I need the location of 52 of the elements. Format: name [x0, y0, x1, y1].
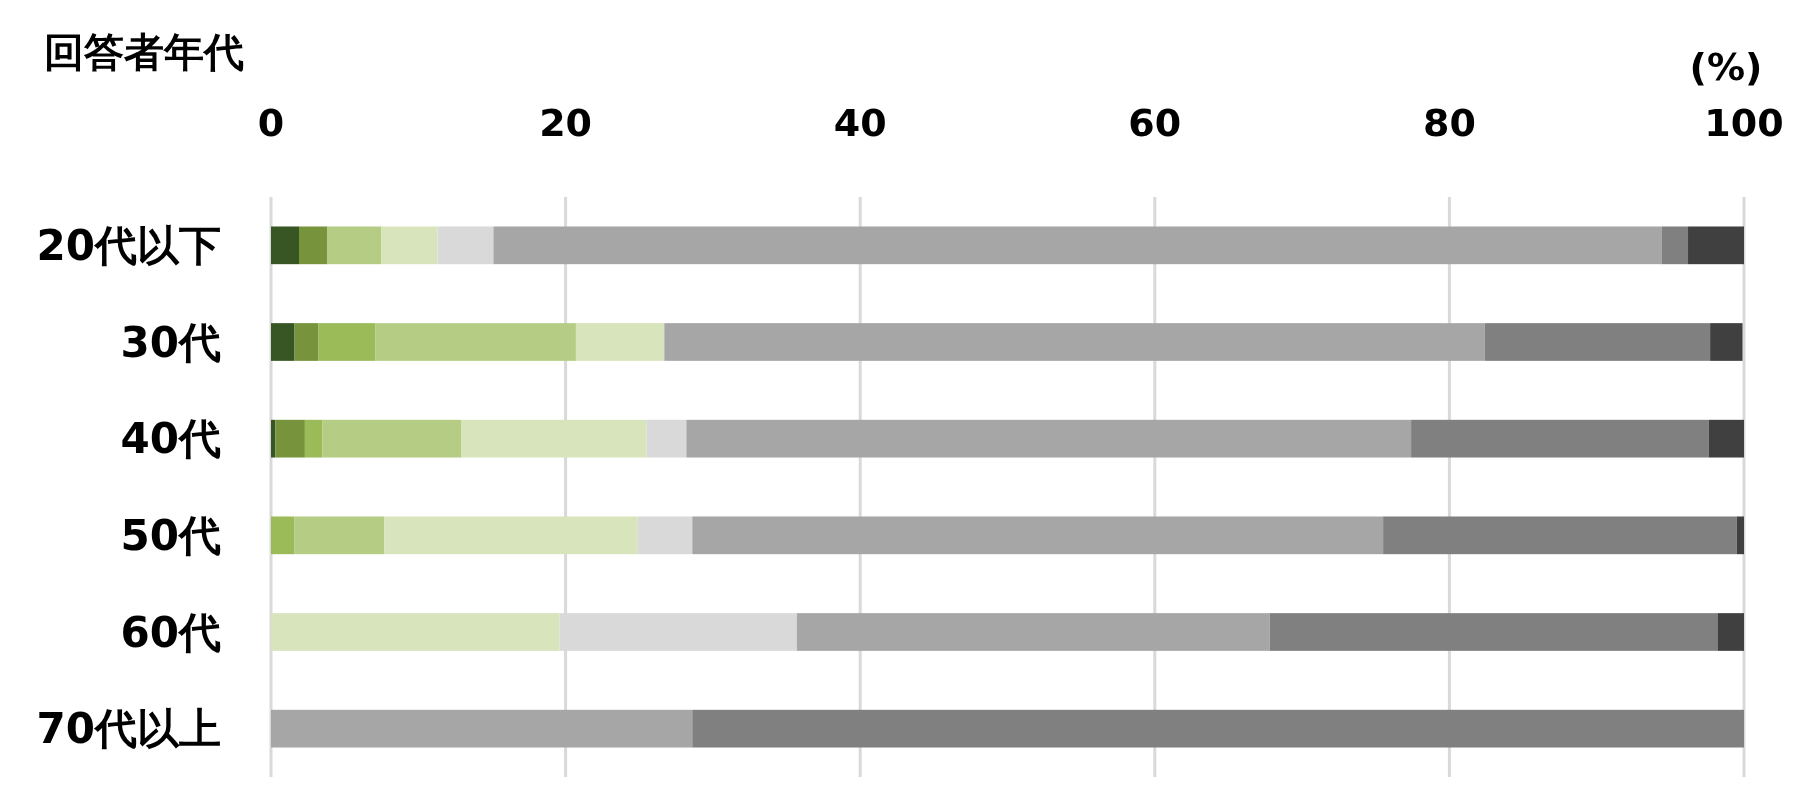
y-tick-label: 20代以下: [36, 220, 221, 270]
y-tick-label: 40代: [120, 414, 221, 464]
bar: [326, 226, 382, 265]
y-tick-label: 50代: [120, 510, 221, 560]
x-tick-label: 100: [1704, 101, 1784, 145]
bar: [461, 419, 647, 458]
x-tick-label: 0: [257, 101, 285, 145]
bar: [1411, 419, 1709, 458]
bar: [294, 323, 319, 361]
bar: [381, 226, 438, 265]
bar: [1661, 226, 1689, 265]
y-tick-label: 60代: [120, 607, 221, 657]
x-tick-label: 80: [1422, 101, 1476, 145]
bar: [384, 516, 638, 555]
bar: [1736, 516, 1745, 555]
y-tick-label: 70代以上: [36, 704, 221, 754]
bar: [271, 419, 276, 458]
bar: [271, 613, 560, 651]
x-tick-label: 40: [833, 101, 887, 145]
bar: [637, 516, 693, 555]
bar: [1717, 613, 1744, 651]
bar: [692, 709, 1744, 748]
bar: [646, 419, 687, 458]
bar: [575, 323, 665, 361]
bar: [294, 516, 385, 555]
bar: [1484, 323, 1711, 361]
bar: [275, 419, 305, 458]
bar: [1710, 323, 1743, 361]
bar: [686, 419, 1412, 458]
bar: [692, 516, 1384, 555]
y-tick-label: 30代: [120, 317, 221, 367]
bar: [271, 709, 693, 748]
y-axis-title: 回答者年代: [44, 29, 244, 75]
bar: [271, 516, 295, 555]
bar: [298, 226, 327, 265]
bar: [1269, 613, 1718, 651]
bar: [437, 226, 494, 265]
bar: [271, 226, 299, 265]
bar: [1688, 226, 1744, 265]
bar: [1708, 419, 1744, 458]
bar: [493, 226, 1662, 265]
x-axis-title: (%): [1689, 45, 1763, 89]
bar: [1383, 516, 1737, 555]
bar: [318, 323, 376, 361]
x-tick-label: 60: [1128, 101, 1182, 145]
bar: [271, 323, 295, 361]
bar: [796, 613, 1270, 651]
bar: [304, 419, 323, 458]
bar: [375, 323, 576, 361]
bar: [322, 419, 462, 458]
bar: [664, 323, 1485, 361]
x-tick-label: 20: [539, 101, 593, 145]
